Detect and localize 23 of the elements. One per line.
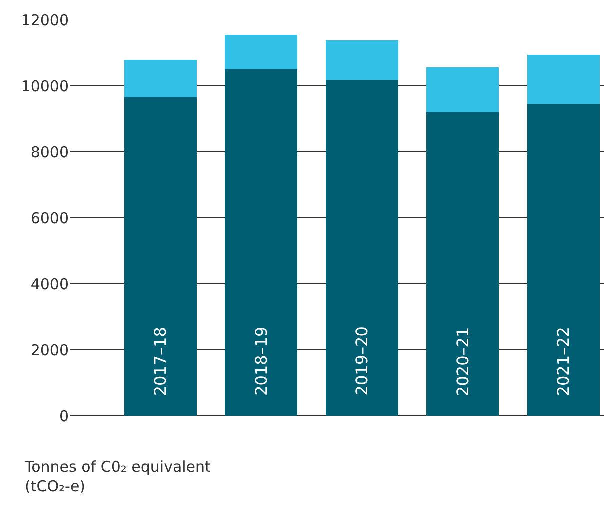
bar [225,70,298,416]
x-tick-label: 2021–22 [554,327,574,396]
bar [527,54,600,104]
bar [426,112,500,416]
y-tick-label: 2000 [30,341,69,360]
x-tick-label: 2019–20 [352,326,372,396]
bar [124,60,197,98]
x-tick-label: 2018–19 [252,326,271,396]
y-tick-label: 12000 [21,11,69,30]
bar [527,104,600,416]
y-tick-label: 4000 [30,275,69,294]
bar [326,40,398,80]
x-tick-label: 2020–21 [453,327,472,396]
bar [426,68,500,113]
bar [326,80,398,416]
x-tick-label: 2017–18 [151,327,170,396]
bar [225,34,298,70]
y-axis-title: Tonnes of C0₂ equivalent (tCO₂-e) [24,458,212,496]
bar [124,98,197,416]
y-tick-label: 0 [59,407,69,426]
y-tick-label: 8000 [30,143,69,162]
y-tick-label: 10000 [21,77,69,96]
y-tick-label: 6000 [30,209,69,228]
